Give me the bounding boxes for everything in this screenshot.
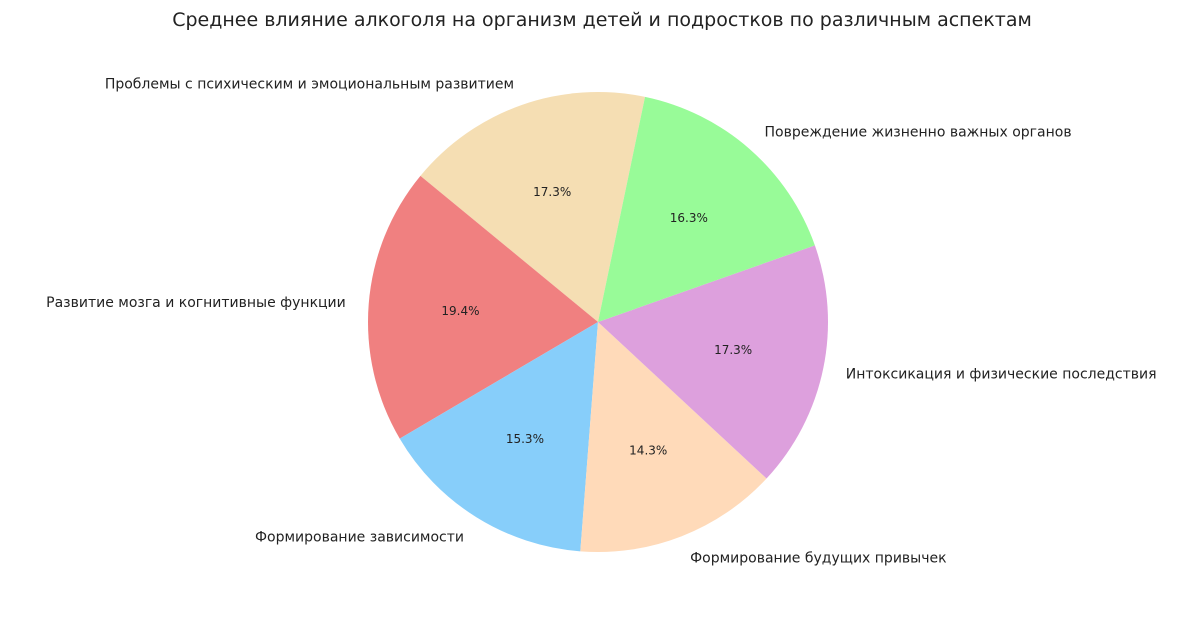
slice-label: Развитие мозга и когнитивные функции [46, 295, 346, 311]
slice-label: Проблемы с психическим и эмоциональным р… [105, 76, 514, 92]
slice-percent-label: 17.3% [714, 343, 752, 357]
slice-label: Повреждение жизненно важных органов [765, 125, 1072, 141]
slice-percent-label: 14.3% [629, 444, 667, 458]
pie-slice [598, 245, 828, 479]
slice-percent-label: 15.3% [506, 432, 544, 446]
pie-slice [580, 322, 767, 552]
slice-label: Формирование будущих привычек [690, 551, 946, 567]
slice-label: Формирование зависимости [255, 530, 464, 546]
slice-percent-label: 17.3% [533, 185, 571, 199]
slice-percent-label: 19.4% [441, 304, 479, 318]
slice-label: Интоксикация и физические последствия [846, 366, 1157, 382]
chart-title: Среднее влияние алкоголя на организм дет… [172, 9, 1032, 31]
pie-slice [367, 175, 598, 439]
slice-percent-label: 16.3% [670, 211, 708, 225]
pie-slice [420, 92, 646, 322]
pie-slice [399, 322, 598, 552]
pie-slice [598, 96, 815, 322]
